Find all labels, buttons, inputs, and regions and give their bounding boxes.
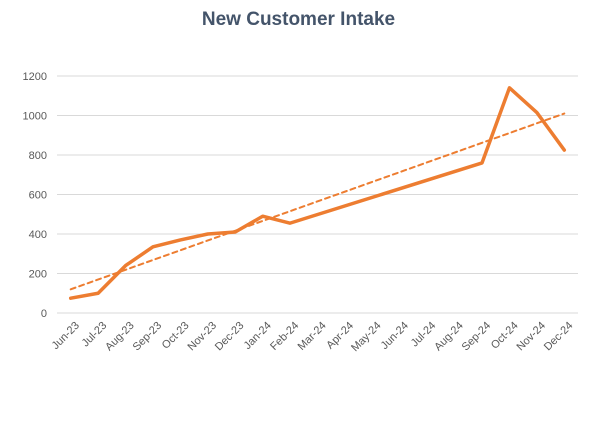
chart-title: New Customer Intake: [201, 9, 396, 30]
x-tick-label: Sep-23: [131, 320, 165, 354]
x-tick-label: Feb-24: [268, 320, 301, 353]
x-tick-label: Mar-24: [296, 320, 329, 353]
x-tick-label: Sep-24: [460, 320, 494, 354]
y-tick-label: 1200: [23, 71, 47, 83]
x-tick-label: Jun-24: [379, 320, 411, 352]
y-tick-label: 800: [29, 150, 47, 162]
x-tick-label: Aug-24: [432, 320, 466, 354]
y-tick-label: 1000: [23, 111, 47, 123]
y-tick-label: 600: [29, 190, 47, 202]
x-tick-label: Nov-23: [185, 320, 219, 354]
x-tick-label: Jun-23: [50, 320, 82, 352]
x-tick-label: May-24: [349, 320, 383, 354]
y-tick-label: 200: [29, 269, 47, 281]
trendline: [69, 112, 566, 291]
series-line: [68, 86, 567, 300]
x-tick-label: Aug-23: [103, 320, 137, 354]
x-tick-label: Jan-24: [242, 320, 274, 352]
y-tick-label: 0: [41, 308, 47, 320]
x-axis-tick-labels: Jun-23Jul-23Aug-23Sep-23Oct-23Nov-23Dec-…: [50, 320, 576, 354]
x-tick-label: Dec-24: [542, 320, 576, 354]
y-axis-tick-labels: 0 200 400 600 800 1000 1200: [23, 71, 47, 320]
x-tick-label: Dec-23: [213, 320, 247, 354]
series-lines: [68, 86, 567, 300]
gridlines: [57, 75, 578, 314]
y-tick-label: 400: [29, 229, 47, 241]
x-tick-label: Nov-24: [515, 320, 549, 354]
